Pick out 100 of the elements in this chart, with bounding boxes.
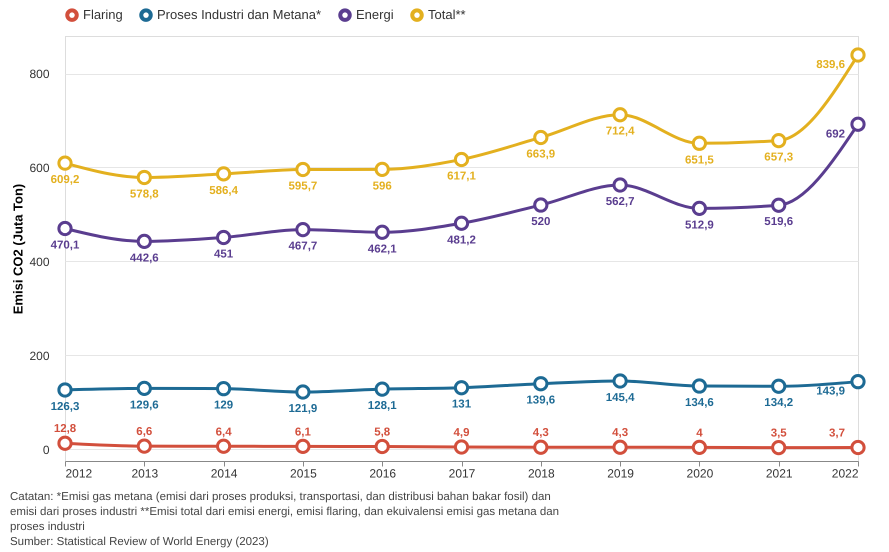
- point: [692, 378, 708, 394]
- point: [57, 220, 73, 236]
- data-label: 6,6: [136, 426, 152, 438]
- point: [216, 166, 232, 182]
- x-tick-label: 2014: [210, 466, 238, 480]
- x-tick-label: 2015: [290, 466, 318, 480]
- x-tick-label: 2012: [66, 466, 93, 480]
- data-label: 657,3: [764, 152, 794, 164]
- data-label: 12,8: [54, 423, 77, 436]
- point: [533, 197, 548, 213]
- y-axis-title: Emisi CO2 (Juta Ton): [10, 184, 26, 314]
- data-label: 129,6: [130, 399, 159, 412]
- x-tick-label: 2016: [369, 466, 396, 480]
- point: [612, 440, 628, 455]
- data-label: 512,9: [685, 219, 714, 232]
- data-label: 4: [696, 427, 704, 440]
- data-label: 134,2: [764, 397, 794, 410]
- point: [295, 438, 311, 454]
- data-label: 139,6: [526, 394, 556, 407]
- point: [454, 439, 470, 455]
- x-tick-label: 2019: [607, 466, 634, 480]
- data-label: 520: [531, 216, 550, 228]
- data-label: 578,8: [130, 188, 160, 200]
- point: [771, 132, 786, 148]
- point: [57, 382, 73, 398]
- data-label: 712,4: [606, 126, 636, 138]
- data-label: 145,4: [606, 392, 636, 404]
- data-label: 470,1: [50, 239, 80, 252]
- data-label: 5,8: [374, 426, 391, 439]
- point: [454, 380, 470, 396]
- point: [454, 152, 470, 168]
- point: [533, 130, 548, 146]
- x-tick-label: 2013: [131, 466, 158, 480]
- text: Sumber: Statistical Review of World Energy (2023): [10, 536, 269, 548]
- data-label: 4,3: [612, 427, 628, 440]
- legend-label: Flaring: [83, 7, 123, 22]
- data-label: 562,7: [606, 196, 634, 208]
- point: [612, 177, 628, 193]
- data-label: 462,1: [368, 243, 398, 256]
- data-label: 451: [214, 248, 234, 260]
- legend-label: Proses Industri dan Metana*: [157, 7, 322, 22]
- point: [612, 107, 628, 122]
- data-label: 126,3: [50, 400, 80, 413]
- point: [136, 380, 152, 396]
- x-tick-label: 2017: [448, 466, 476, 480]
- data-label: 134,6: [685, 397, 714, 410]
- point: [771, 378, 786, 394]
- data-label: 442,6: [130, 252, 159, 264]
- point: [57, 436, 73, 451]
- data-label: 617,1: [447, 170, 476, 182]
- point: [295, 222, 311, 238]
- point: [850, 374, 866, 390]
- point: [692, 200, 708, 216]
- point: [692, 136, 708, 151]
- point: [533, 440, 548, 455]
- point: [850, 47, 866, 63]
- point: [533, 376, 548, 392]
- point: [216, 381, 232, 396]
- point: [136, 170, 152, 186]
- point: [374, 381, 390, 397]
- data-label: 519,6: [764, 216, 794, 228]
- data-label: 595,7: [288, 180, 318, 193]
- x-tick-label: 2020: [686, 466, 714, 480]
- data-label: 651,5: [685, 154, 714, 166]
- data-label: 839,6: [816, 58, 845, 71]
- point: [295, 384, 311, 400]
- data-label: 586,4: [209, 184, 239, 197]
- data-label: 6,1: [294, 426, 312, 438]
- data-label: 609,2: [50, 174, 80, 186]
- data-label: 467,7: [288, 240, 318, 253]
- point: [612, 373, 628, 389]
- legend-label: Total**: [428, 7, 466, 22]
- data-label: 6,4: [216, 426, 232, 438]
- data-label: 129: [214, 400, 234, 412]
- point: [57, 156, 73, 171]
- point: [136, 234, 152, 250]
- data-label: 131: [452, 398, 472, 411]
- data-label: 663,9: [526, 148, 556, 160]
- point: [771, 198, 786, 213]
- point: [216, 230, 232, 246]
- data-label: 4,3: [532, 427, 549, 440]
- point: [692, 440, 708, 455]
- point: [374, 438, 390, 454]
- point: [295, 162, 311, 178]
- data-label: 128,1: [368, 400, 398, 412]
- y-tick-label: 0: [42, 442, 50, 457]
- data-label: 692: [826, 128, 845, 140]
- x-tick-label: 2021: [766, 466, 793, 480]
- data-label: 121,9: [288, 403, 318, 416]
- data-label: 3,7: [829, 428, 845, 440]
- x-tick-label: 2022: [832, 466, 859, 480]
- y-tick-label: 400: [29, 254, 50, 269]
- point: [374, 162, 390, 177]
- data-label: 481,2: [447, 234, 476, 246]
- point: [771, 440, 786, 456]
- y-tick-label: 800: [29, 67, 50, 82]
- data-label: 3,5: [770, 428, 788, 440]
- data-label: 143,9: [816, 386, 845, 398]
- x-tick-label: 2018: [528, 466, 555, 480]
- point: [454, 216, 470, 231]
